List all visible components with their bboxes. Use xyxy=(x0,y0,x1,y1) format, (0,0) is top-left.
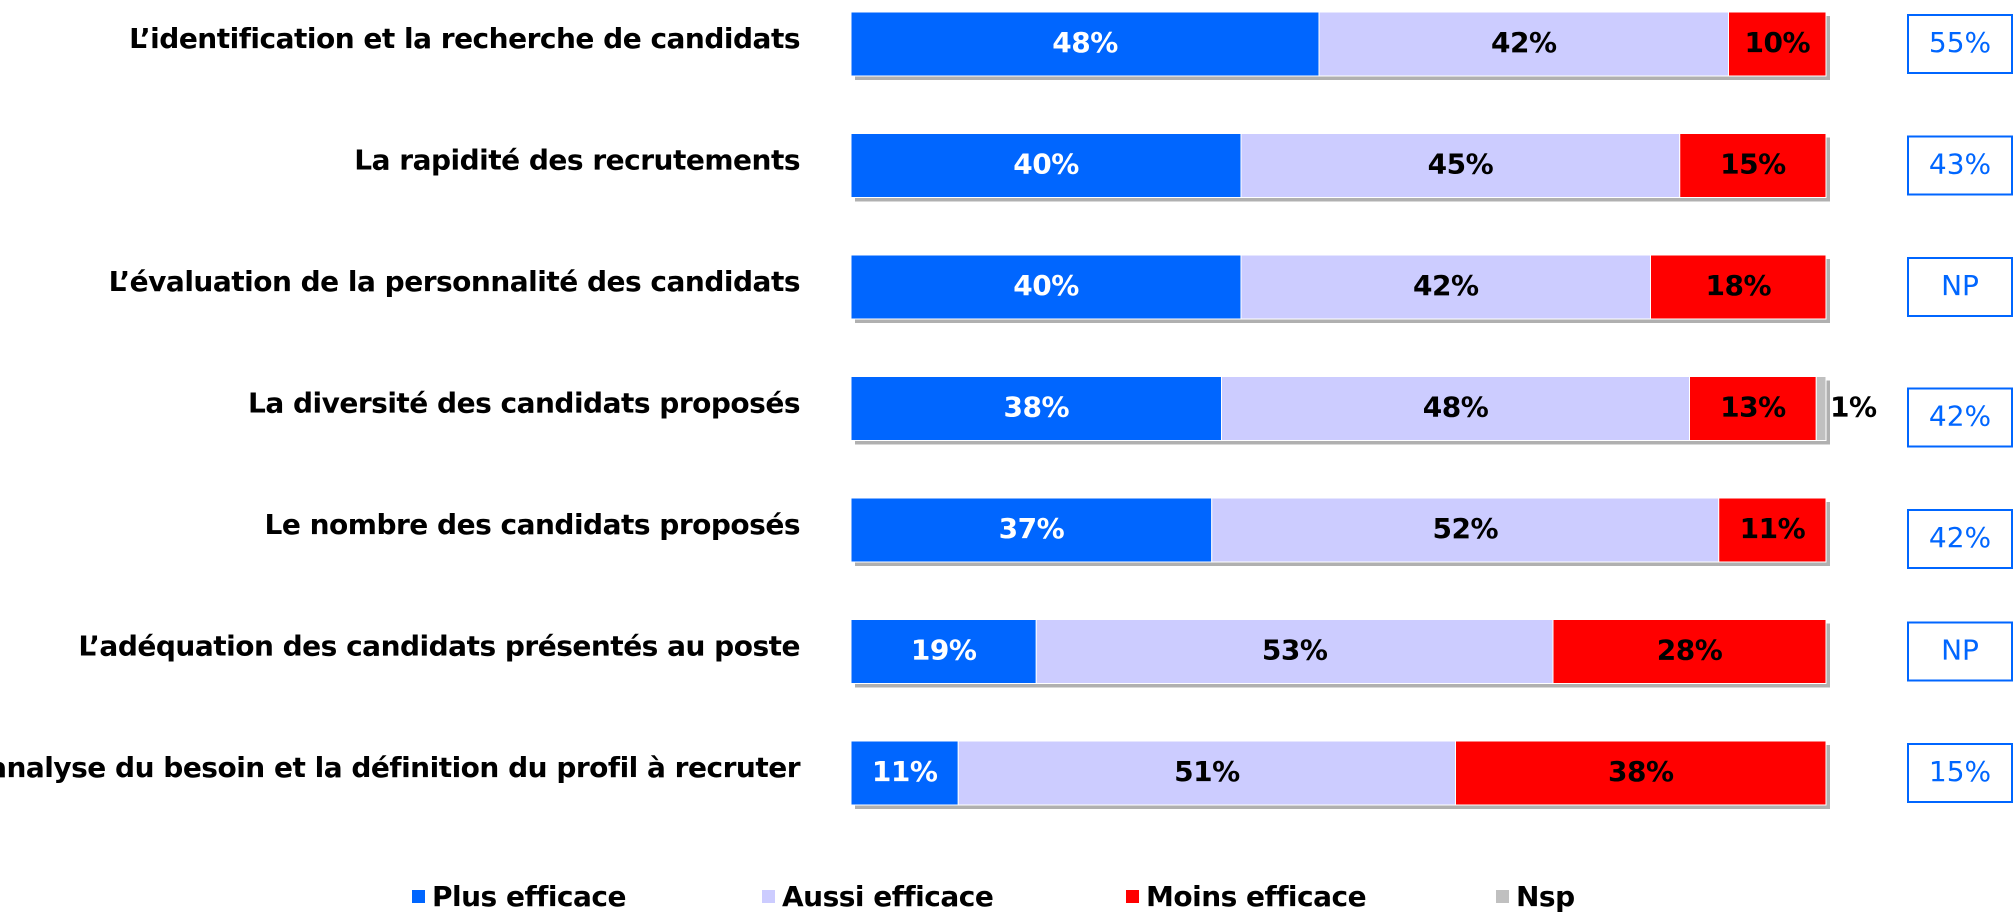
side-label: 42% xyxy=(1929,400,1991,433)
category-label: Le nombre des candidats proposés xyxy=(265,508,800,541)
value-label: 1% xyxy=(1830,391,1877,424)
value-label: 48% xyxy=(1423,391,1489,424)
bar-segment xyxy=(850,619,1037,684)
value-label: 11% xyxy=(1740,512,1806,545)
value-label: 53% xyxy=(1262,634,1328,667)
bar-segment xyxy=(1240,254,1651,320)
category-label: L’évaluation de la personnalité des cand… xyxy=(109,265,800,298)
bar-segment xyxy=(1455,740,1827,806)
bar-segment xyxy=(1211,497,1720,563)
value-label: 15% xyxy=(1720,148,1786,181)
bar-segment xyxy=(1221,376,1690,441)
category-label: La diversité des candidats proposés xyxy=(248,387,800,420)
bar-segment xyxy=(1815,376,1827,441)
bar-segment xyxy=(850,740,959,806)
legend-label: Moins efficace xyxy=(1146,880,1366,913)
bar-segment xyxy=(850,11,1320,77)
legend-label: Nsp xyxy=(1516,880,1575,913)
bar-segment xyxy=(1689,376,1817,441)
side-box xyxy=(1907,621,2013,682)
side-label: NP xyxy=(1941,269,1979,302)
value-label: 42% xyxy=(1491,26,1557,59)
bar-segment xyxy=(957,740,1456,806)
value-label: 37% xyxy=(999,512,1065,545)
category-label: L’adéquation des candidats présentés au … xyxy=(78,630,800,663)
side-label: 15% xyxy=(1929,755,1991,788)
side-label: 43% xyxy=(1929,148,1991,181)
bar-segment xyxy=(1035,619,1554,684)
value-label: 18% xyxy=(1705,269,1771,302)
bar-segment xyxy=(850,376,1222,441)
value-label: 52% xyxy=(1432,512,1498,545)
value-label: 48% xyxy=(1052,26,1118,59)
value-label: 38% xyxy=(1608,755,1674,788)
value-label: 51% xyxy=(1174,755,1240,788)
bar-segment xyxy=(850,133,1242,198)
value-label: 13% xyxy=(1720,391,1786,424)
legend-swatch xyxy=(1126,890,1139,903)
value-label: 40% xyxy=(1013,269,1079,302)
category-label: L’analyse du besoin et la définition du … xyxy=(0,751,801,784)
value-label: 11% xyxy=(872,755,938,788)
bar-segment xyxy=(1718,497,1827,563)
side-label: 55% xyxy=(1929,26,1991,59)
bar-segment xyxy=(1552,619,1827,684)
side-box xyxy=(1907,743,2013,803)
bar-segment xyxy=(850,254,1242,320)
legend-swatch xyxy=(1496,890,1509,903)
side-label: NP xyxy=(1941,634,1979,667)
value-label: 28% xyxy=(1657,634,1723,667)
side-box xyxy=(1907,14,2013,74)
side-box xyxy=(1907,387,2013,448)
side-box xyxy=(1907,257,2013,317)
bar-segment xyxy=(1240,133,1681,198)
side-box xyxy=(1907,135,2013,196)
side-box xyxy=(1907,509,2013,569)
value-label: 40% xyxy=(1013,148,1079,181)
bar-segment xyxy=(1728,11,1827,77)
value-label: 10% xyxy=(1744,26,1810,59)
bar-segment xyxy=(1318,11,1729,77)
category-label: L’identification et la recherche de cand… xyxy=(129,22,800,55)
value-label: 38% xyxy=(1003,391,1069,424)
legend-swatch xyxy=(412,890,425,903)
legend-label: Plus efficace xyxy=(432,880,626,913)
bar-segment xyxy=(1679,133,1827,198)
value-label: 45% xyxy=(1428,148,1494,181)
side-label: 42% xyxy=(1929,521,1991,554)
legend-swatch xyxy=(762,890,775,903)
value-label: 42% xyxy=(1413,269,1479,302)
bar-segment xyxy=(1650,254,1827,320)
bar-segment xyxy=(850,497,1213,563)
legend-label: Aussi efficace xyxy=(782,880,993,913)
category-label: La rapidité des recrutements xyxy=(354,144,800,177)
value-label: 19% xyxy=(911,634,977,667)
